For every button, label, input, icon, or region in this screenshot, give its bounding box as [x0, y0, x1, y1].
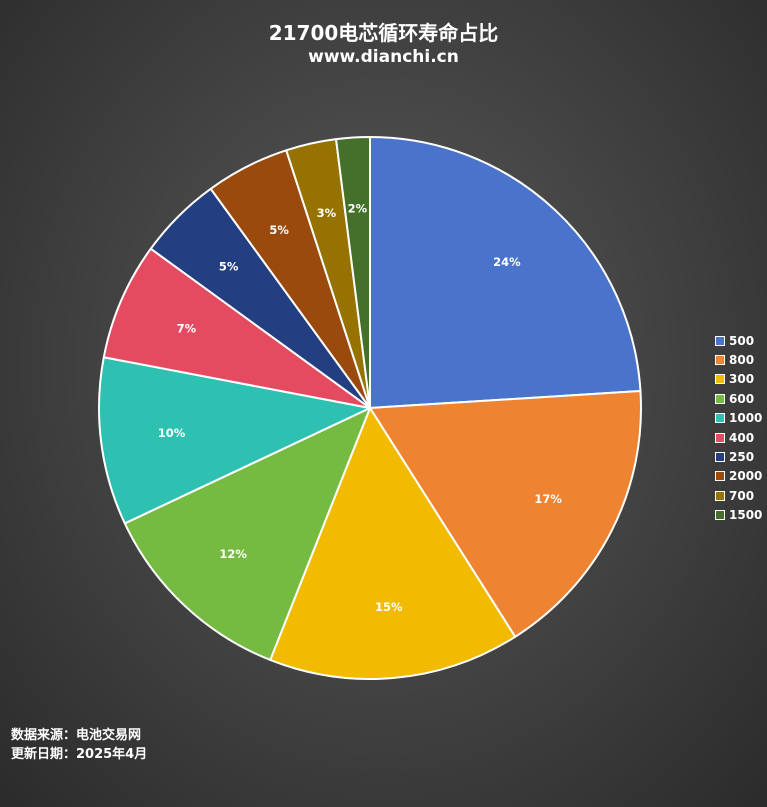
data-label-1500: 2%: [348, 201, 368, 215]
legend-swatch: [715, 393, 725, 404]
legend-label: 400: [729, 430, 755, 445]
legend-swatch: [715, 452, 725, 463]
pie-slice-400: [102, 247, 371, 409]
legend-label: 2000: [729, 469, 763, 484]
pie-slice-1000: [98, 356, 371, 525]
legend-swatch: [715, 471, 725, 482]
legend-label: 300: [729, 372, 755, 387]
chart-title: 21700电芯循环寿命占比: [268, 21, 499, 45]
update-date: 更新日期：2025年4月: [11, 747, 148, 762]
legend-item-600: 600: [715, 389, 762, 408]
data-label-500: 24%: [493, 255, 521, 269]
legend-swatch: [715, 413, 725, 424]
legend-swatch: [715, 432, 725, 443]
legend-item-400: 400: [715, 428, 762, 447]
legend-label: 600: [729, 391, 755, 406]
legend-label: 700: [729, 488, 755, 503]
legend-item-2000: 2000: [715, 467, 762, 486]
legend-label: 250: [729, 450, 755, 465]
legend-label: 1500: [729, 508, 763, 523]
pie-slice-1500: [335, 136, 371, 409]
data-label-300: 15%: [375, 600, 403, 614]
legend-swatch: [715, 335, 725, 346]
legend-item-500: 500: [715, 331, 762, 350]
legend-label: 800: [729, 353, 755, 368]
data-label-600: 12%: [219, 547, 247, 561]
data-label-400: 7%: [177, 322, 197, 336]
legend-item-250: 250: [715, 447, 762, 466]
data-label-2000: 5%: [269, 223, 289, 237]
legend-item-1500: 1500: [715, 506, 762, 525]
legend-label: 1000: [729, 411, 763, 426]
legend-item-800: 800: [715, 350, 762, 369]
legend-label: 500: [729, 333, 755, 348]
legend-swatch: [715, 355, 725, 366]
data-label-1000: 10%: [158, 426, 186, 440]
legend-swatch: [715, 374, 725, 385]
data-label-800: 17%: [534, 492, 562, 506]
legend-item-700: 700: [715, 486, 762, 505]
legend: 500 800 300 600 1000 400 250 2000 700 1500: [715, 331, 762, 525]
pie-slice-600: [123, 407, 371, 661]
legend-item-300: 300: [715, 370, 762, 389]
legend-swatch: [715, 510, 725, 521]
data-label-700: 3%: [317, 206, 337, 220]
chart-subtitle: www.dianchi.cn: [308, 47, 459, 67]
pie-slice-300: [269, 407, 517, 680]
legend-item-1000: 1000: [715, 409, 762, 428]
pie-slice-500: [369, 136, 642, 409]
pie-slice-800: [369, 389, 642, 638]
data-source: 数据来源：电池交易网: [11, 728, 142, 743]
data-label-250: 5%: [219, 260, 239, 274]
legend-swatch: [715, 490, 725, 501]
footer: 数据来源：电池交易网 更新日期：2025年4月: [11, 726, 147, 764]
